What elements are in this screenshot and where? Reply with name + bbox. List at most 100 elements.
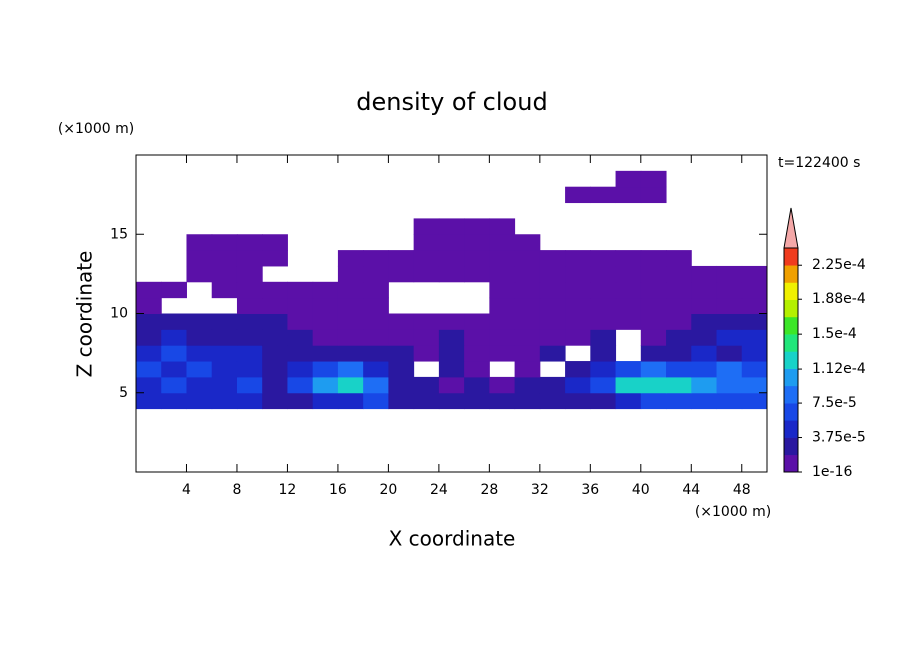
- contour-cell: [590, 329, 617, 346]
- contour-cell: [287, 297, 314, 314]
- contour-cell: [186, 313, 213, 330]
- contour-cell: [186, 234, 213, 251]
- contour-cell: [236, 234, 263, 251]
- contour-cell: [236, 361, 263, 378]
- contour-cell: [489, 218, 516, 235]
- contour-cell: [666, 281, 692, 299]
- contour-cell: [590, 281, 617, 299]
- contour-cell: [262, 345, 288, 362]
- contour-cell: [186, 329, 213, 346]
- colorbar-band: [784, 265, 798, 283]
- contour-cell: [136, 313, 162, 330]
- colorbar-band: [784, 248, 798, 266]
- contour-cell: [438, 250, 465, 267]
- contour-cell: [464, 376, 490, 394]
- contour-cell: [464, 313, 490, 330]
- contour-cell: [413, 392, 440, 410]
- y-axis-label: Z coordinate: [73, 251, 97, 378]
- contour-cell: [716, 297, 743, 314]
- contour-cell: [666, 313, 692, 330]
- contour-cell: [211, 234, 238, 251]
- contour-cell: [741, 265, 768, 283]
- contour-cell: [211, 281, 238, 299]
- contour-cell: [464, 329, 490, 346]
- contour-cell: [438, 234, 465, 251]
- contour-cell: [312, 329, 339, 346]
- contour-cell: [136, 361, 162, 378]
- contour-cell: [590, 250, 617, 267]
- contour-cell: [514, 361, 541, 378]
- contour-cell: [640, 313, 667, 330]
- contour-cell: [388, 250, 415, 267]
- contour-cell: [413, 313, 440, 330]
- contour-cell: [514, 234, 541, 251]
- contour-cell: [161, 313, 187, 330]
- contour-cell: [514, 313, 541, 330]
- contour-cell: [312, 281, 339, 299]
- contour-cell: [691, 376, 718, 394]
- contour-cell: [136, 345, 162, 362]
- contour-cell: [716, 392, 743, 410]
- contour-cell: [186, 250, 213, 267]
- x-unit: (×1000 m): [695, 504, 771, 520]
- contour-cell: [161, 376, 187, 394]
- contour-cell: [615, 297, 642, 314]
- colorbar-band: [784, 282, 798, 300]
- colorbar-band: [784, 437, 798, 456]
- contour-cell: [287, 329, 314, 346]
- colorbar-over: [783, 207, 799, 249]
- contour-cell: [489, 329, 516, 346]
- contour-cell: [565, 313, 591, 330]
- contour-cell: [741, 313, 768, 330]
- contour-cell: [337, 250, 364, 267]
- time-annotation: t=122400 s: [778, 155, 860, 171]
- colorbar-band: [784, 351, 798, 369]
- contour-cell: [590, 265, 617, 283]
- contour-cell: [262, 392, 288, 410]
- contour-cell: [514, 329, 541, 346]
- contour-cell: [413, 265, 440, 283]
- contour-cell: [186, 265, 213, 283]
- contour-cell: [489, 265, 516, 283]
- contour-cell: [741, 392, 768, 410]
- contour-cell: [287, 281, 314, 299]
- x-tick-label: 40: [632, 482, 650, 498]
- x-tick-label: 4: [182, 482, 191, 498]
- colorbar-label: 1.5e-4: [812, 326, 857, 342]
- contour-cell: [539, 297, 566, 314]
- contour-cell: [514, 281, 541, 299]
- contour-cell: [489, 345, 516, 362]
- contour-cell: [388, 329, 415, 346]
- contour-cell: [186, 392, 213, 410]
- contour-cell: [413, 329, 440, 346]
- contour-cell: [640, 329, 667, 346]
- x-tick-label: 12: [279, 482, 297, 498]
- contour-cell: [236, 345, 263, 362]
- contour-cell: [691, 265, 718, 283]
- contour-cell: [363, 265, 389, 283]
- contour-cell: [640, 265, 667, 283]
- x-tick-label: 24: [430, 482, 448, 498]
- contour-cell: [363, 281, 389, 299]
- contour-cell: [236, 265, 263, 283]
- colorbar-band: [784, 368, 798, 387]
- x-tick-label: 28: [480, 482, 498, 498]
- contour-cell: [438, 376, 465, 394]
- contour-cell: [666, 376, 692, 394]
- contour-cell: [666, 361, 692, 378]
- contour-cell: [413, 345, 440, 362]
- contour-cell: [590, 186, 617, 204]
- contour-cell: [666, 329, 692, 346]
- contour-cell: [691, 281, 718, 299]
- colorbar-label: 1.88e-4: [812, 291, 866, 307]
- contour-cell: [287, 376, 314, 394]
- contour-cell: [565, 392, 591, 410]
- contour-cell: [211, 250, 238, 267]
- contour-cell: [615, 281, 642, 299]
- contour-cell: [438, 265, 465, 283]
- contour-cell: [312, 345, 339, 362]
- contour-cell: [186, 345, 213, 362]
- contour-cell: [464, 250, 490, 267]
- contour-cell: [716, 281, 743, 299]
- contour-cell: [262, 313, 288, 330]
